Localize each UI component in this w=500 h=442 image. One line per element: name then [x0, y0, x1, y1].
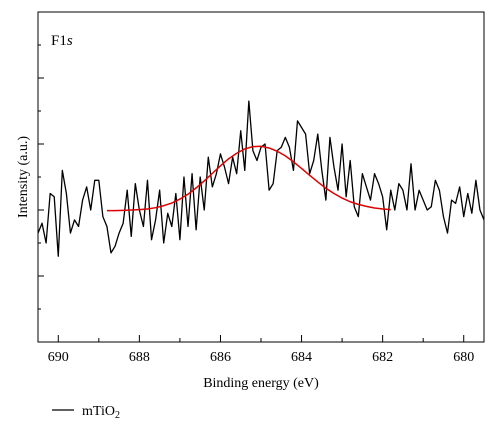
plot-frame [37, 11, 485, 343]
legend-text: mTiO [82, 404, 115, 419]
fit-curve-line [106, 145, 391, 212]
legend: mTiO2 [52, 404, 120, 421]
annotation-prefix: F1 [51, 33, 67, 49]
x-tick-label: 686 [210, 350, 231, 365]
series-line-mtio2 [38, 100, 484, 257]
peak-annotation: F1s [51, 33, 73, 49]
x-tick-label: 682 [372, 350, 393, 365]
series-layer [38, 100, 484, 257]
x-tick-label: 684 [291, 350, 312, 365]
x-axis-ticks: 690 688 686 684 682 680 [48, 335, 474, 365]
y-axis-ticks [38, 11, 44, 343]
legend-subscript: 2 [115, 410, 120, 421]
x-tick-label: 690 [48, 350, 69, 365]
x-tick-label: 688 [129, 350, 150, 365]
legend-label: mTiO2 [82, 404, 120, 421]
x-axis-title: Binding energy (eV) [203, 376, 319, 391]
annotation-italic: s [67, 33, 73, 49]
y-axis-title: Intensity (a.u.) [16, 136, 31, 218]
x-tick-label: 680 [453, 350, 474, 365]
